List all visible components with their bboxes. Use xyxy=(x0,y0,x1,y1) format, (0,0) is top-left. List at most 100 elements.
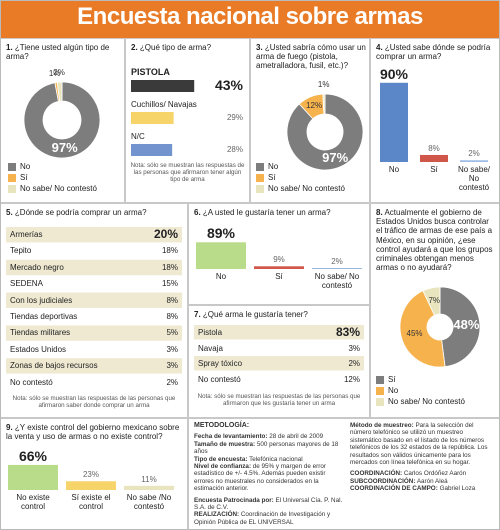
category-label: Armerías xyxy=(10,230,43,239)
question-text: ¿Dónde se podría comprar un arma? xyxy=(14,208,147,217)
row-background xyxy=(6,227,182,243)
row-background xyxy=(194,325,364,340)
method-sponsor-label: Encuesta Patrocinada por: xyxy=(194,496,274,504)
value-label: 9% xyxy=(273,255,285,265)
question-number: 1. xyxy=(6,43,13,52)
method-detail: Nivel de confianza: de 95% y margen de e… xyxy=(194,463,344,493)
question: 9. ¿Y existe control del gobierno mexica… xyxy=(6,423,182,441)
question-text: ¿Usted sabría cómo usar un arma de fuego… xyxy=(256,43,366,71)
note: Nota: sólo se muestran las respuestas de… xyxy=(197,393,361,408)
question: 6. ¿A usted le gustaría tener un arma? xyxy=(194,208,364,217)
value-label: 23% xyxy=(82,470,99,480)
legend-swatch xyxy=(8,163,16,171)
panel-border xyxy=(0,203,188,418)
bar xyxy=(124,485,174,490)
method-sponsor: REALIZACIÓN: Coordinación de Investigaci… xyxy=(194,511,344,526)
legend-label: No sabe/ No contestó xyxy=(20,184,97,193)
method-credit: SUBCOORDINACIÓN: Aarón Aleá xyxy=(350,478,495,485)
question: 3. ¿Usted sabría cómo usar un arma de fu… xyxy=(256,43,366,71)
row-background xyxy=(6,358,182,374)
panel-border xyxy=(0,38,125,203)
value-label: 97% xyxy=(322,150,349,166)
question: 7. ¿Qué arma le gustaría tener? xyxy=(194,310,364,319)
category-label: Estados Unidos xyxy=(10,344,67,354)
panel-border xyxy=(188,203,370,305)
method-sampling-text: Para la selección del número telefónico … xyxy=(350,422,488,467)
category-label: Cuchillos/ Navajas xyxy=(131,100,197,109)
value-label: 2% xyxy=(468,149,480,159)
method-credit-text: Aarón Aleá xyxy=(416,477,448,485)
value-label: 1% xyxy=(48,68,61,78)
value-label: 97% xyxy=(51,140,78,156)
question-text: ¿A usted le gustaría tener un arma? xyxy=(202,208,331,217)
question-text: Actualmente el gobierno de Estados Unido… xyxy=(376,208,493,273)
donut-slice xyxy=(56,81,63,102)
value-label: 66% xyxy=(18,447,48,464)
value-label: 2% xyxy=(53,68,65,78)
category-label: No sabe /No contestó xyxy=(126,493,172,512)
value-label: 45% xyxy=(406,329,423,339)
question-text: ¿Usted sabe dónde se podría comprar un a… xyxy=(376,43,491,62)
donut-slice xyxy=(322,93,326,115)
legend-label: Sí xyxy=(388,375,396,384)
legend-swatch xyxy=(256,163,264,171)
question-number: 9. xyxy=(6,423,13,432)
legend-swatch xyxy=(376,398,384,406)
legend-label: Sí xyxy=(20,173,28,182)
category-label: Sí xyxy=(430,165,438,174)
legend-label: No xyxy=(20,162,31,171)
category-label: Tiendas deportivas xyxy=(10,312,78,321)
bar xyxy=(131,112,174,124)
question-number: 6. xyxy=(194,208,201,217)
method-detail-text: de 95% y margen de error estadístico de … xyxy=(194,463,326,493)
value-label: 8% xyxy=(428,143,440,153)
value-label: 15% xyxy=(161,279,178,289)
bar xyxy=(460,160,488,162)
method-detail: Tamaño de muestra: 500 personas mayores … xyxy=(194,441,344,456)
method-credit-label: COORDINACIÓN: xyxy=(350,470,403,478)
question-number: 5. xyxy=(6,208,13,217)
value-label: 12% xyxy=(343,374,360,384)
row-background xyxy=(6,325,182,341)
category-label: Sí xyxy=(275,272,283,281)
method-sponsor-label: REALIZACIÓN: xyxy=(194,511,240,519)
question: 1. ¿Tiene usted algún tipo de arma? xyxy=(6,43,118,61)
value-label: 8% xyxy=(166,295,178,305)
value-label: 2% xyxy=(348,359,360,368)
bar xyxy=(254,266,304,269)
method-sampling-label: Método de muestreo: xyxy=(350,422,414,429)
value-label: 2% xyxy=(166,377,178,387)
method-credit-label: COORDINACIÓN DE CAMPO: xyxy=(350,485,438,493)
category-label: Con los judiciales xyxy=(10,295,73,305)
question-number: 2. xyxy=(131,43,138,52)
category-label: No xyxy=(388,165,400,174)
category-label: SEDENA xyxy=(10,279,43,289)
value-label: 28% xyxy=(226,145,243,154)
legend-label: Sí xyxy=(268,173,276,182)
category-label: No sabe/ No contestó xyxy=(314,272,360,291)
methodology-heading: METODOLOGÍA: xyxy=(194,422,250,429)
legend-swatch xyxy=(376,376,384,384)
question-text: ¿Qué arma le gustaría tener? xyxy=(202,310,308,319)
note: Nota: sólo se muestran las respuestas de… xyxy=(130,162,245,184)
legend-swatch xyxy=(256,174,264,182)
value-label: 3% xyxy=(166,344,178,354)
question-text: ¿Qué tipo de arma? xyxy=(139,43,212,52)
value-label: 8% xyxy=(166,312,178,321)
method-detail: Fecha de levantamiento: 28 de abril de 2… xyxy=(194,433,344,440)
method-detail-text: 28 de abril de 2009 xyxy=(269,433,324,441)
row-background xyxy=(6,259,182,276)
row-background xyxy=(6,292,182,308)
donut-slice xyxy=(286,93,364,171)
category-label: Spray tóxico xyxy=(198,359,243,368)
value-label: 7% xyxy=(428,296,440,306)
method-detail-text: Telefónica nacional xyxy=(249,455,303,463)
panel-border xyxy=(125,38,250,203)
legend-swatch xyxy=(8,174,16,182)
value-label: 83% xyxy=(335,325,360,339)
question-number: 3. xyxy=(256,43,263,52)
bar xyxy=(312,268,362,269)
value-label: 20% xyxy=(153,227,178,241)
title-banner xyxy=(0,0,500,38)
